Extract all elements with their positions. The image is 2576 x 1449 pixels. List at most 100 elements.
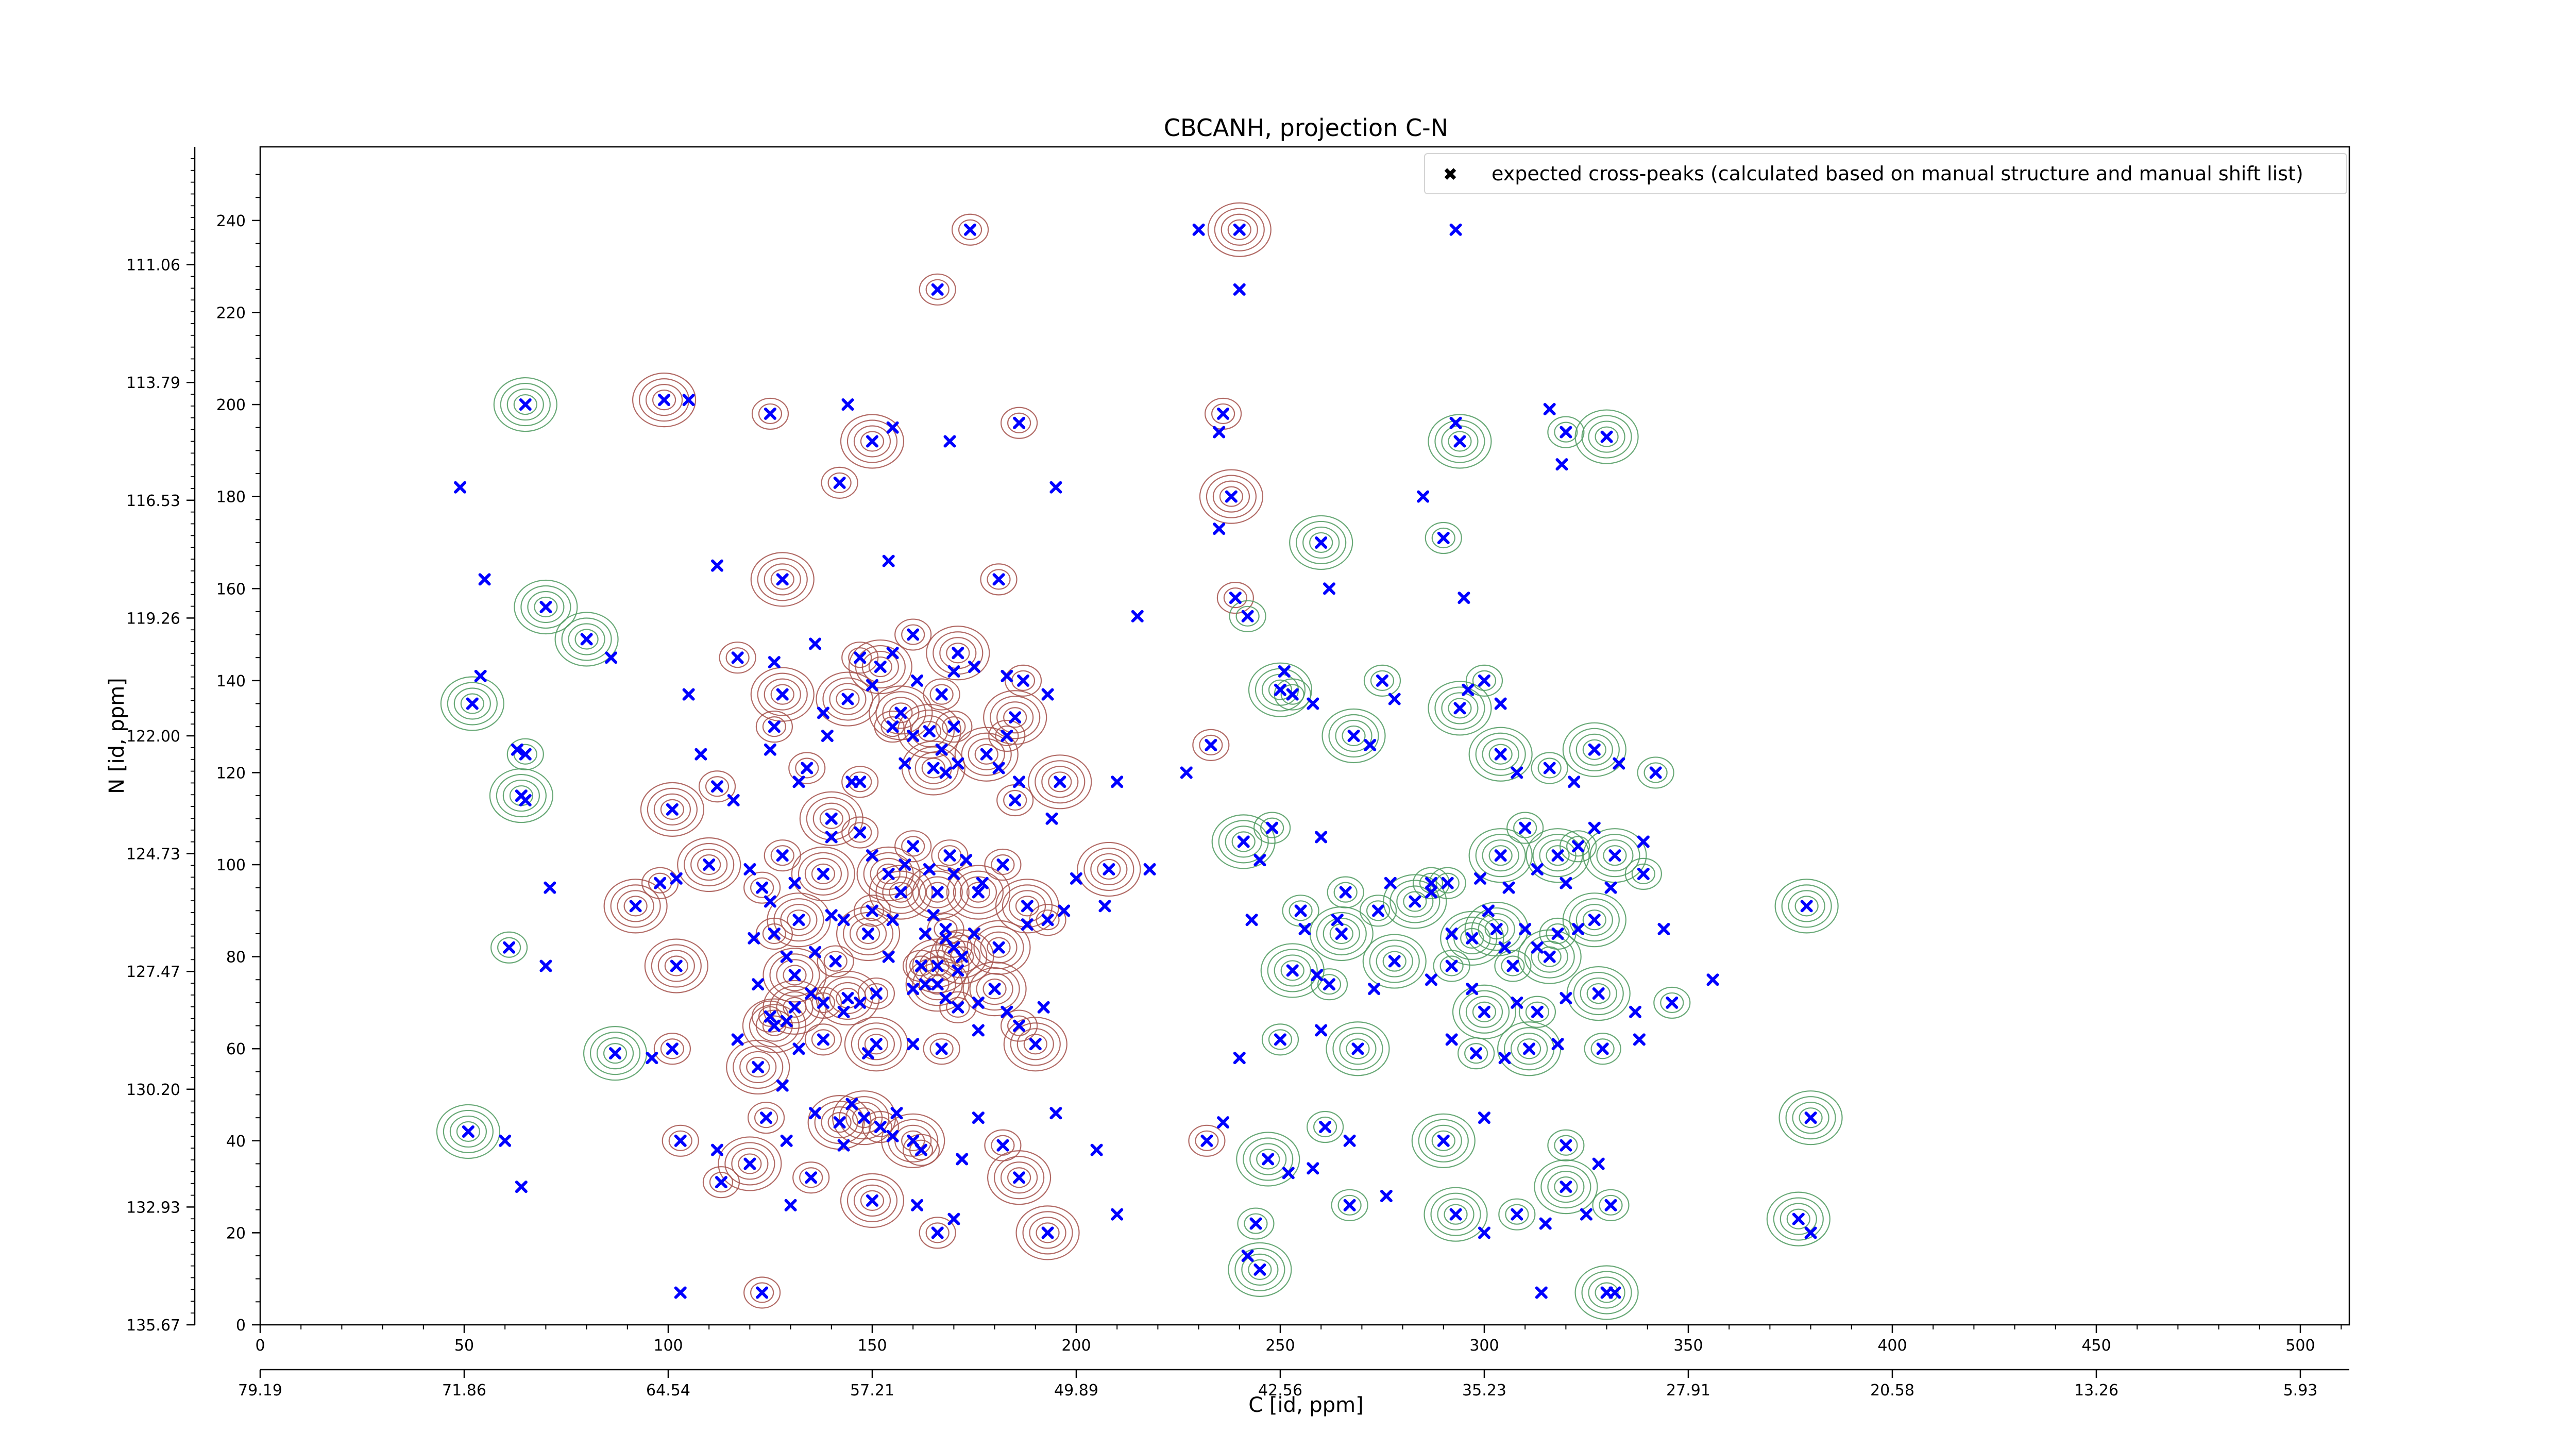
contour-ring: [757, 558, 808, 601]
contour-ring: [819, 808, 843, 829]
cross-peak-marker: [1470, 1047, 1483, 1060]
cross-peak-marker: [792, 914, 805, 926]
cross-peak-marker: [1800, 900, 1813, 913]
contour-ring: [1766, 1191, 1831, 1246]
cross-peak-marker: [1600, 430, 1613, 443]
contour-ring: [1431, 1130, 1455, 1151]
y-tick-label: 180: [216, 488, 246, 507]
contour-ring: [506, 738, 544, 770]
contour-ring: [762, 1015, 787, 1036]
contour-ring: [1206, 475, 1257, 518]
contour-ring: [1430, 1192, 1481, 1236]
y-tick-label: 80: [226, 949, 246, 967]
contour-ring: [743, 1276, 781, 1309]
cross-peak-marker: [1049, 1107, 1062, 1120]
contour-ring: [1569, 898, 1620, 942]
contour-ring: [1260, 943, 1325, 998]
x-tick-label: 450: [2081, 1337, 2111, 1355]
contour-ring: [861, 650, 899, 683]
contour-ring: [705, 776, 730, 797]
contour-ring: [994, 1156, 1045, 1200]
contour-ring: [1280, 684, 1304, 705]
contour-ring: [1328, 714, 1379, 758]
y-ppm-tick-label: 135.67: [126, 1317, 180, 1335]
cross-peak-marker: [964, 223, 977, 236]
cross-peak-marker: [474, 669, 487, 682]
cross-peak-marker: [1458, 592, 1470, 604]
cross-peak-marker: [1037, 1001, 1050, 1014]
contour-ring: [1589, 834, 1640, 878]
contour-ring: [1525, 1001, 1550, 1022]
contour-ring: [1595, 1282, 1619, 1303]
cross-peak-marker: [1531, 941, 1544, 954]
cross-peak-marker: [858, 1111, 871, 1124]
contour-ring: [927, 913, 964, 946]
cross-peak-marker: [1343, 1199, 1356, 1211]
cross-peak-marker: [931, 959, 944, 972]
contour-ring: [827, 472, 852, 493]
contour-ring: [1440, 911, 1504, 966]
contour-ring: [1774, 879, 1839, 934]
contour-ring: [821, 466, 858, 499]
cross-peak-marker: [870, 987, 883, 1000]
cross-peak-marker: [752, 1060, 765, 1073]
contour-ring: [925, 882, 950, 903]
cross-peak-marker: [911, 1199, 924, 1211]
contour-ring: [1510, 1033, 1548, 1065]
contour-ring: [1211, 814, 1276, 869]
contour-ring: [1369, 939, 1420, 983]
cross-peak-marker: [1282, 1167, 1295, 1180]
contour-ring: [864, 1034, 889, 1055]
contour-ring: [1015, 896, 1040, 917]
cross-peak-marker: [768, 927, 781, 940]
contour-ring: [1534, 1159, 1598, 1215]
contour-ring: [1574, 409, 1639, 464]
cross-peak-marker: [1315, 536, 1328, 549]
cross-peak-marker: [674, 1134, 687, 1147]
contour-ring: [987, 569, 1011, 590]
cross-peak-marker: [825, 909, 838, 922]
cross-peak-marker: [1311, 969, 1324, 982]
cross-peak-marker: [899, 757, 911, 770]
contour-ring: [645, 384, 683, 416]
contour-ring: [855, 645, 906, 689]
cross-peak-marker: [992, 762, 1005, 774]
contour-ring: [1547, 1129, 1585, 1161]
contour-ring: [1029, 904, 1066, 936]
contour-ring: [923, 1033, 960, 1065]
cross-peak-marker: [874, 1121, 887, 1134]
cross-peak-marker: [886, 421, 899, 434]
cross-peak-marker: [1090, 1143, 1103, 1156]
contour-ring: [644, 938, 708, 993]
contour-ring: [460, 693, 484, 714]
contour-ring: [1581, 415, 1632, 459]
cross-peak-marker: [1001, 669, 1013, 682]
cross-peak-marker: [694, 748, 707, 761]
contour-ring: [1227, 219, 1251, 240]
cross-peak-marker: [670, 872, 683, 885]
contour-ring: [724, 1142, 775, 1186]
cross-peak-marker: [674, 1286, 687, 1299]
contour-ring: [776, 959, 814, 991]
cross-peak-marker: [801, 762, 814, 774]
cross-peak-marker: [886, 914, 899, 926]
y-tick-label: 20: [226, 1224, 246, 1242]
cross-peak-marker: [952, 757, 964, 770]
contour-ring: [1584, 1033, 1621, 1065]
contour-ring: [816, 671, 880, 727]
contour-ring: [527, 591, 565, 624]
cross-peak-marker: [980, 748, 993, 761]
contour-ring: [1554, 1135, 1578, 1156]
contour-ring: [925, 1222, 950, 1243]
contour-ring: [1524, 935, 1575, 979]
contour-ring: [1459, 990, 1510, 1034]
cross-peak-marker: [1286, 688, 1299, 701]
contour-ring: [640, 782, 705, 837]
contour-ring: [1326, 1021, 1390, 1076]
contour-ring: [1382, 951, 1406, 972]
contour-ring: [822, 677, 873, 721]
contour-ring: [1023, 1034, 1047, 1055]
contour-ring: [1260, 817, 1284, 838]
cross-peak-marker: [870, 1038, 883, 1051]
cross-peak-marker: [886, 647, 899, 660]
